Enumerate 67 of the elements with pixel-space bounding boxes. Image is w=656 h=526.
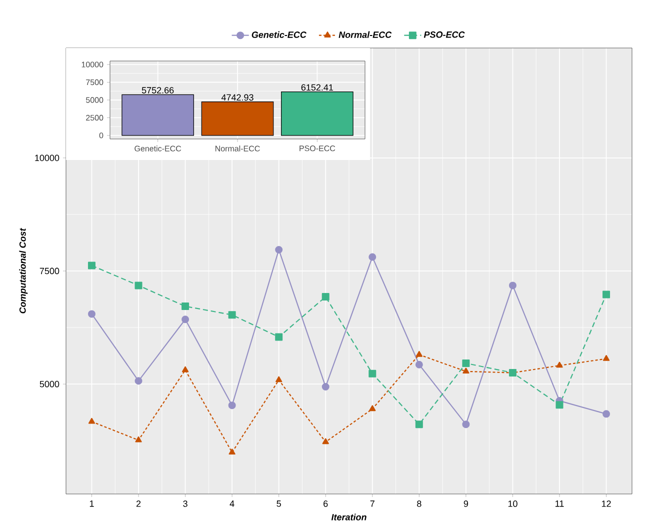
point bbox=[322, 293, 330, 301]
point bbox=[462, 360, 470, 368]
y-tick-label: 10000 bbox=[82, 62, 104, 68]
x-tick-label: 7 bbox=[370, 500, 374, 507]
point bbox=[508, 282, 516, 290]
x-tick-label: Normal-ECC bbox=[215, 146, 260, 152]
point bbox=[276, 376, 282, 382]
y-axis-title: Computational Cost bbox=[19, 228, 28, 314]
point bbox=[602, 354, 610, 361]
x-tick-label: 6 bbox=[324, 500, 328, 507]
point bbox=[462, 420, 470, 428]
point bbox=[228, 402, 236, 410]
data-label: 5752.66 bbox=[142, 87, 174, 94]
point bbox=[369, 405, 376, 412]
bar bbox=[122, 94, 194, 136]
x-tick-label: 8 bbox=[417, 500, 422, 507]
y-tick-label: 5000 bbox=[40, 380, 60, 388]
x-tick-label: 11 bbox=[556, 500, 564, 507]
x-axis-title: Iteration bbox=[331, 514, 366, 520]
x-tick-label: 1 bbox=[90, 500, 94, 507]
x-tick-label: 5 bbox=[276, 500, 281, 507]
x-tick-label: 3 bbox=[183, 500, 188, 507]
point bbox=[368, 370, 376, 378]
point bbox=[182, 366, 189, 372]
point bbox=[602, 410, 610, 418]
y-tick-label: 5000 bbox=[86, 97, 104, 103]
y-tick-label: 7500 bbox=[40, 268, 60, 274]
point bbox=[135, 436, 142, 442]
bar bbox=[201, 102, 274, 136]
point bbox=[134, 377, 142, 385]
bar bbox=[281, 92, 354, 136]
point bbox=[415, 420, 423, 428]
y-tick-label: 10000 bbox=[35, 154, 60, 162]
x-tick-label: 9 bbox=[464, 500, 468, 507]
point bbox=[88, 262, 96, 270]
point bbox=[88, 418, 96, 424]
point bbox=[556, 401, 564, 409]
x-tick-label: 4 bbox=[230, 500, 234, 507]
legend-label: Normal-ECC bbox=[338, 31, 392, 38]
point bbox=[416, 350, 422, 357]
point bbox=[275, 246, 283, 254]
point bbox=[322, 438, 329, 444]
point bbox=[228, 311, 236, 319]
x-tick-label: 10 bbox=[508, 500, 518, 507]
y-tick-label: 7500 bbox=[86, 79, 104, 86]
legend-label: PSO-ECC bbox=[424, 31, 465, 38]
point bbox=[322, 383, 330, 391]
point bbox=[556, 362, 563, 368]
point bbox=[228, 448, 236, 455]
x-tick-label: PSO-ECC bbox=[300, 146, 336, 152]
point bbox=[134, 282, 142, 290]
x-tick-label: Genetic-ECC bbox=[134, 146, 182, 152]
point bbox=[602, 290, 610, 298]
data-label: 4742.93 bbox=[221, 94, 254, 101]
point bbox=[415, 360, 423, 368]
point bbox=[462, 368, 470, 374]
point bbox=[182, 316, 190, 324]
y-tick-label: 2500 bbox=[86, 114, 104, 121]
point bbox=[368, 253, 376, 261]
data-label: 6152.41 bbox=[301, 84, 334, 91]
point bbox=[88, 310, 96, 318]
x-tick-label: 2 bbox=[136, 500, 141, 507]
point bbox=[275, 333, 283, 341]
y-tick-label: 0 bbox=[99, 132, 104, 138]
x-tick-label: 12 bbox=[602, 500, 611, 507]
legend-label: Genetic-ECC bbox=[252, 31, 307, 38]
point bbox=[182, 302, 190, 310]
